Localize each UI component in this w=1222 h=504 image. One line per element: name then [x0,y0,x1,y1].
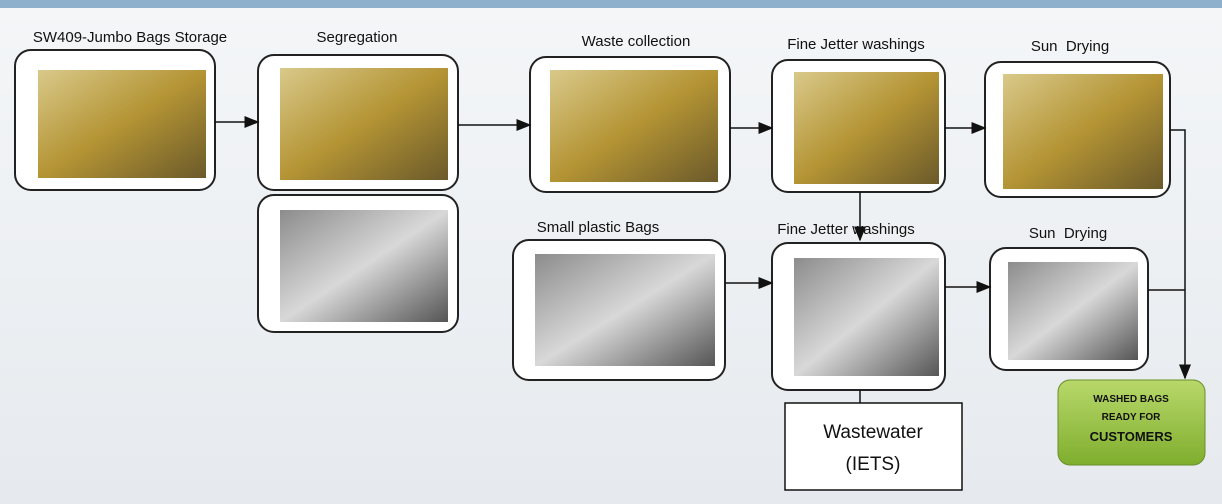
wastewater-text: Wastewater [823,422,923,443]
node-label: Small plastic Bags [537,219,660,236]
output-text: WASHED BAGS [1093,394,1169,405]
wastewater-box [785,403,962,490]
output-text: CUSTOMERS [1090,429,1173,444]
node-label: SW409-Jumbo Bags Storage [33,29,227,46]
node-label: Segregation [317,29,398,46]
node-label: Sun Drying [1029,225,1107,242]
node-label: Fine Jetter washings [787,36,925,53]
top-border [0,0,1222,8]
diagram: SW409-Jumbo Bags Storage Segregation Was… [0,0,1222,504]
node-label: Sun Drying [1031,38,1109,55]
node-label: Fine Jetter washings [777,221,915,238]
node-label: Waste collection [582,33,691,50]
wastewater-text: (IETS) [846,454,901,475]
output-text: READY FOR [1102,412,1161,423]
